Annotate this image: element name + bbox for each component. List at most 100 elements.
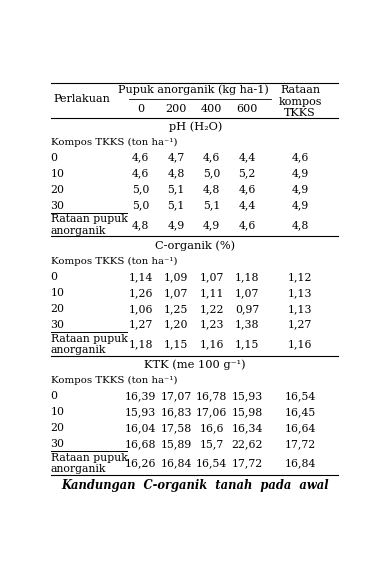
Text: 4,8: 4,8: [167, 169, 185, 179]
Text: 1,14: 1,14: [128, 272, 153, 282]
Text: Pupuk anorganik (kg ha-1): Pupuk anorganik (kg ha-1): [118, 84, 269, 95]
Text: 1,13: 1,13: [288, 288, 312, 298]
Text: 4,9: 4,9: [291, 200, 309, 211]
Text: 4,6: 4,6: [203, 152, 220, 163]
Text: 4,9: 4,9: [167, 220, 185, 230]
Text: 1,25: 1,25: [164, 304, 188, 314]
Text: 4,8: 4,8: [291, 220, 309, 230]
Text: 16,6: 16,6: [199, 423, 224, 433]
Text: 16,78: 16,78: [196, 391, 227, 401]
Text: 16,83: 16,83: [160, 407, 192, 417]
Text: 200: 200: [165, 104, 187, 114]
Text: 1,27: 1,27: [128, 319, 153, 330]
Text: 1,26: 1,26: [128, 288, 153, 298]
Text: 4,9: 4,9: [291, 185, 309, 194]
Text: Kandungan  C-organik  tanah  pada  awal: Kandungan C-organik tanah pada awal: [61, 479, 329, 492]
Text: 5,1: 5,1: [203, 200, 220, 211]
Text: 1,07: 1,07: [199, 272, 224, 282]
Text: 4,6: 4,6: [132, 169, 149, 179]
Text: 4,6: 4,6: [238, 220, 256, 230]
Text: 15,89: 15,89: [160, 439, 192, 449]
Text: 4,9: 4,9: [203, 220, 220, 230]
Text: Rataan
kompos
TKKS: Rataan kompos TKKS: [279, 85, 322, 118]
Text: 17,72: 17,72: [285, 439, 316, 449]
Text: 400: 400: [201, 104, 222, 114]
Text: 5,1: 5,1: [167, 200, 185, 211]
Text: 5,1: 5,1: [167, 185, 185, 194]
Text: 1,22: 1,22: [199, 304, 224, 314]
Text: 17,58: 17,58: [160, 423, 192, 433]
Text: Kompos TKKS (ton ha⁻¹): Kompos TKKS (ton ha⁻¹): [51, 256, 177, 266]
Text: 1,15: 1,15: [235, 339, 259, 349]
Text: 1,23: 1,23: [199, 319, 224, 330]
Text: 4,8: 4,8: [203, 185, 220, 194]
Text: 1,18: 1,18: [235, 272, 259, 282]
Text: 16,39: 16,39: [125, 391, 156, 401]
Text: 1,11: 1,11: [199, 288, 224, 298]
Text: 16,84: 16,84: [284, 458, 316, 468]
Text: 16,04: 16,04: [125, 423, 156, 433]
Text: 1,07: 1,07: [235, 288, 259, 298]
Text: 1,18: 1,18: [128, 339, 153, 349]
Text: 0: 0: [51, 272, 58, 282]
Text: Kompos TKKS (ton ha⁻¹): Kompos TKKS (ton ha⁻¹): [51, 376, 177, 385]
Text: 5,0: 5,0: [132, 200, 149, 211]
Text: 16,45: 16,45: [285, 407, 316, 417]
Text: 30: 30: [51, 319, 64, 330]
Text: 4,6: 4,6: [238, 185, 256, 194]
Text: 16,26: 16,26: [125, 458, 156, 468]
Text: 17,07: 17,07: [160, 391, 192, 401]
Text: 20: 20: [51, 304, 64, 314]
Text: 4,8: 4,8: [132, 220, 149, 230]
Text: 1,38: 1,38: [235, 319, 259, 330]
Text: C-organik (%): C-organik (%): [155, 240, 235, 251]
Text: 15,93: 15,93: [125, 407, 156, 417]
Text: 1,16: 1,16: [199, 339, 224, 349]
Text: 16,54: 16,54: [285, 391, 316, 401]
Text: 30: 30: [51, 200, 64, 211]
Text: 17,06: 17,06: [196, 407, 227, 417]
Text: 22,62: 22,62: [231, 439, 263, 449]
Text: 1,13: 1,13: [288, 304, 312, 314]
Text: 10: 10: [51, 169, 64, 179]
Text: 1,06: 1,06: [128, 304, 153, 314]
Text: 4,6: 4,6: [291, 152, 309, 163]
Text: pH (H₂O): pH (H₂O): [168, 121, 222, 131]
Text: KTK (me 100 g⁻¹): KTK (me 100 g⁻¹): [144, 359, 246, 370]
Text: 5,0: 5,0: [203, 169, 220, 179]
Text: 0: 0: [137, 104, 144, 114]
Text: 1,09: 1,09: [164, 272, 188, 282]
Text: 10: 10: [51, 407, 64, 417]
Text: 15,7: 15,7: [199, 439, 224, 449]
Text: Rataan pupuk
anorganik: Rataan pupuk anorganik: [51, 333, 128, 355]
Text: 0,97: 0,97: [235, 304, 259, 314]
Text: 1,15: 1,15: [164, 339, 188, 349]
Text: 0: 0: [51, 152, 58, 163]
Text: 20: 20: [51, 423, 64, 433]
Text: Perlakuan: Perlakuan: [53, 94, 110, 104]
Text: Kompos TKKS (ton ha⁻¹): Kompos TKKS (ton ha⁻¹): [51, 137, 177, 147]
Text: 1,12: 1,12: [288, 272, 312, 282]
Text: 20: 20: [51, 185, 64, 194]
Text: 16,54: 16,54: [196, 458, 227, 468]
Text: 1,07: 1,07: [164, 288, 188, 298]
Text: 16,84: 16,84: [160, 458, 192, 468]
Text: 4,9: 4,9: [291, 169, 309, 179]
Text: Rataan pupuk
anorganik: Rataan pupuk anorganik: [51, 453, 128, 474]
Text: 10: 10: [51, 288, 64, 298]
Text: 16,34: 16,34: [231, 423, 263, 433]
Text: 1,27: 1,27: [288, 319, 312, 330]
Text: 15,98: 15,98: [231, 407, 263, 417]
Text: Rataan pupuk
anorganik: Rataan pupuk anorganik: [51, 214, 128, 236]
Text: 16,68: 16,68: [125, 439, 156, 449]
Text: 1,16: 1,16: [288, 339, 312, 349]
Text: 17,72: 17,72: [231, 458, 263, 468]
Text: 16,64: 16,64: [284, 423, 316, 433]
Text: 5,2: 5,2: [238, 169, 256, 179]
Text: 600: 600: [236, 104, 258, 114]
Text: 15,93: 15,93: [231, 391, 263, 401]
Text: 30: 30: [51, 439, 64, 449]
Text: 1,20: 1,20: [164, 319, 188, 330]
Text: 0: 0: [51, 391, 58, 401]
Text: 4,4: 4,4: [238, 152, 256, 163]
